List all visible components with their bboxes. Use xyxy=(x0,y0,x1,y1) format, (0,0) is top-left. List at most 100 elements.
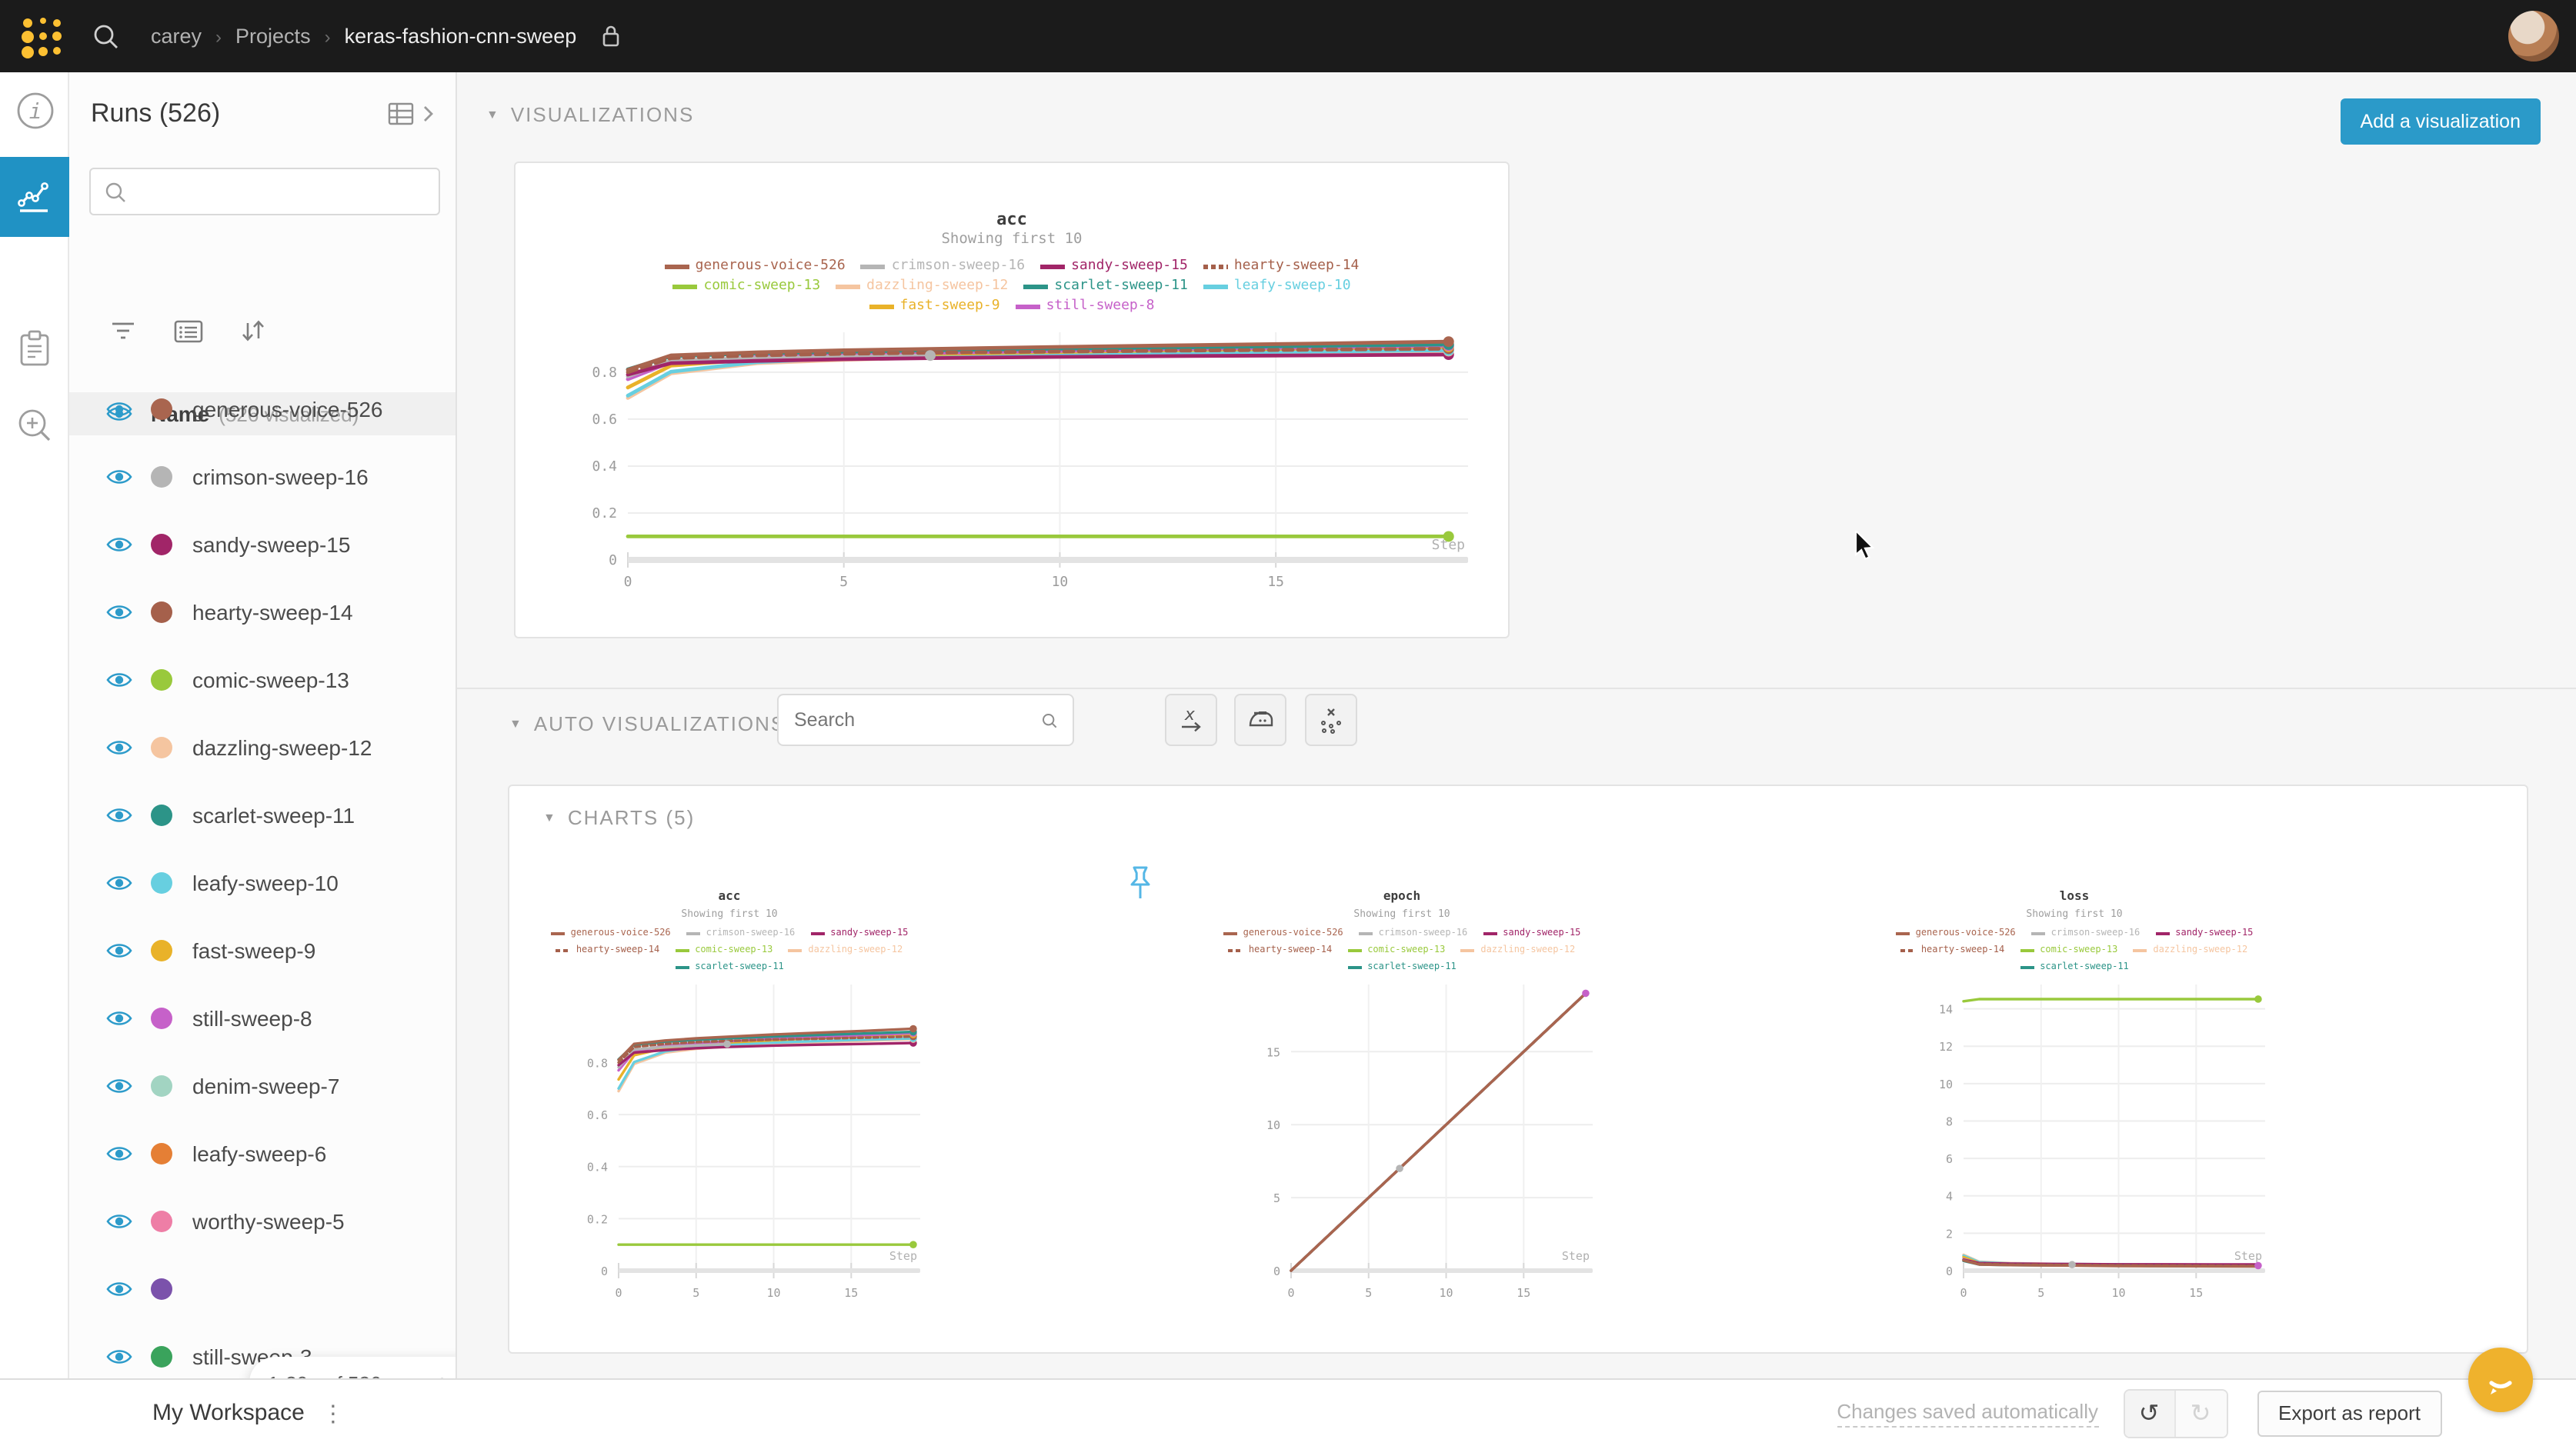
run-list-item[interactable]: fast-sweep-9 xyxy=(69,917,455,985)
runs-list-header[interactable]: Name (526 visualized) xyxy=(69,392,455,435)
chart-plot[interactable]: 0 0.2 0.4 0.6 0.8 0 5 10 15 Step xyxy=(529,978,929,1311)
legend-item[interactable]: sandy-sweep-15 xyxy=(2155,925,2253,941)
panel-search-input[interactable] xyxy=(794,709,1042,731)
runs-search-box[interactable] xyxy=(89,168,440,215)
runs-search-input[interactable] xyxy=(138,180,439,203)
run-list-item[interactable]: crimson-sweep-16 xyxy=(69,443,455,511)
chart-plot[interactable]: 0 0.2 0.4 0.6 0.8 0 5 10 15 Step xyxy=(519,320,1504,597)
pagination-prev-button[interactable]: ‹ xyxy=(436,1369,445,1378)
export-report-button[interactable]: Export as report xyxy=(2257,1390,2442,1436)
run-name[interactable]: leafy-sweep-6 xyxy=(192,1141,327,1166)
dropdown-caret-icon[interactable]: ▾ xyxy=(311,1374,318,1378)
run-name[interactable]: comic-sweep-13 xyxy=(192,668,349,692)
legend-item[interactable]: hearty-sweep-14 xyxy=(1203,257,1359,277)
eye-icon[interactable] xyxy=(106,400,132,418)
avatar[interactable] xyxy=(2508,11,2559,62)
rail-charts-tab-active[interactable] xyxy=(0,157,69,237)
eye-icon[interactable] xyxy=(106,1348,132,1366)
legend-item[interactable]: crimson-sweep-16 xyxy=(686,925,795,941)
add-visualization-button[interactable]: Add a visualization xyxy=(2340,98,2541,145)
redo-button[interactable]: ↻ xyxy=(2175,1390,2226,1436)
run-list-item[interactable]: scarlet-sweep-11 xyxy=(69,781,455,849)
outliers-button[interactable] xyxy=(1305,694,1357,746)
run-name[interactable]: scarlet-sweep-11 xyxy=(192,803,355,828)
wandb-logo-icon[interactable] xyxy=(18,10,71,62)
run-list-item[interactable]: denim-sweep-7 xyxy=(69,1052,455,1120)
run-list-item[interactable]: leafy-sweep-6 xyxy=(69,1120,455,1188)
group-list-icon[interactable] xyxy=(174,319,203,342)
legend-item[interactable]: dazzling-sweep-12 xyxy=(836,277,1008,297)
run-list-item[interactable]: leafy-sweep-10 xyxy=(69,849,455,917)
smoothing-button[interactable] xyxy=(1234,694,1286,746)
legend-item[interactable]: leafy-sweep-10 xyxy=(1203,277,1351,297)
run-list-item[interactable]: dazzling-sweep-12 xyxy=(69,714,455,781)
legend-item[interactable]: sandy-sweep-15 xyxy=(1483,925,1580,941)
run-name[interactable]: generous-voice-526 xyxy=(192,397,383,421)
run-list-item[interactable]: hearty-sweep-14 xyxy=(69,578,455,646)
legend-item[interactable]: comic-sweep-13 xyxy=(672,277,820,297)
eye-icon[interactable] xyxy=(106,671,132,689)
x-axis-settings-button[interactable]: x xyxy=(1165,694,1217,746)
filter-icon[interactable] xyxy=(109,320,137,342)
legend-item[interactable]: comic-sweep-13 xyxy=(1347,941,1445,958)
run-name[interactable]: fast-sweep-9 xyxy=(192,938,316,963)
legend-item[interactable]: hearty-sweep-14 xyxy=(1900,941,2004,958)
epoch-mini-chart-panel[interactable]: epoch Showing first 10 generous-voice-526 c… xyxy=(1197,860,1870,1311)
pagination-range[interactable]: 1-20 xyxy=(268,1371,308,1378)
legend-item[interactable]: generous-voice-526 xyxy=(550,925,671,941)
workspace-title[interactable]: My Workspace xyxy=(152,1400,305,1426)
eye-icon[interactable] xyxy=(106,1144,132,1163)
eye-icon[interactable] xyxy=(106,874,132,892)
run-name[interactable]: denim-sweep-7 xyxy=(192,1074,340,1098)
run-name[interactable]: crimson-sweep-16 xyxy=(192,465,369,489)
legend-item[interactable]: sandy-sweep-15 xyxy=(810,925,908,941)
acc-chart-panel[interactable]: acc Showing first 10 generous-voice-526 cri… xyxy=(514,162,1510,638)
loss-mini-chart-panel[interactable]: loss Showing first 10 generous-voice-526 cr… xyxy=(1870,860,2542,1311)
run-list-item[interactable]: worthy-sweep-5 xyxy=(69,1188,455,1255)
panel-search-box[interactable] xyxy=(777,694,1074,746)
undo-button[interactable]: ↺ xyxy=(2124,1390,2175,1436)
legend-item[interactable]: scarlet-sweep-11 xyxy=(2020,958,2129,975)
expand-table-chevron-icon[interactable] xyxy=(422,105,434,123)
legend-item[interactable]: hearty-sweep-14 xyxy=(1228,941,1332,958)
run-name[interactable]: sandy-sweep-15 xyxy=(192,532,351,557)
eye-icon[interactable] xyxy=(106,1077,132,1095)
eye-icon[interactable] xyxy=(106,1280,132,1298)
legend-item[interactable]: sandy-sweep-15 xyxy=(1040,257,1188,277)
run-list-item[interactable]: comic-sweep-13 xyxy=(69,646,455,714)
legend-item[interactable]: crimson-sweep-16 xyxy=(1358,925,1467,941)
legend-item[interactable]: still-sweep-8 xyxy=(1015,297,1154,317)
breadcrumb-user[interactable]: carey xyxy=(151,25,202,48)
legend-item[interactable]: comic-sweep-13 xyxy=(2020,941,2117,958)
legend-item[interactable]: scarlet-sweep-11 xyxy=(1347,958,1457,975)
legend-item[interactable]: generous-voice-526 xyxy=(664,257,846,277)
legend-item[interactable]: crimson-sweep-16 xyxy=(860,257,1025,277)
chart-plot[interactable]: 0 2 4 6 8 10 12 14 0 5 10 15 Step xyxy=(1874,978,2274,1311)
collapse-triangle-icon[interactable]: ▼ xyxy=(543,811,556,825)
rail-zoom-button[interactable] xyxy=(0,392,69,460)
run-list-item[interactable]: generous-voice-526 xyxy=(69,375,455,443)
run-name[interactable]: leafy-sweep-10 xyxy=(192,871,339,895)
pin-icon[interactable] xyxy=(1123,865,1157,908)
sort-icon[interactable] xyxy=(240,318,266,343)
legend-item[interactable]: scarlet-sweep-11 xyxy=(675,958,784,975)
rail-notes-button[interactable] xyxy=(0,315,69,383)
eye-icon[interactable] xyxy=(106,535,132,554)
run-list-item[interactable]: still-sweep-8 xyxy=(69,985,455,1052)
runs-table-icon[interactable] xyxy=(388,101,417,127)
run-list-item[interactable]: sandy-sweep-15 xyxy=(69,511,455,578)
collapse-triangle-icon[interactable]: ▼ xyxy=(509,717,522,731)
acc-mini-chart-panel[interactable]: acc Showing first 10 generous-voice-526 cri… xyxy=(525,860,1197,1311)
chart-plot[interactable]: 0 5 10 15 0 5 10 15 Step xyxy=(1202,978,1602,1311)
eye-icon[interactable] xyxy=(106,1212,132,1231)
run-list-item[interactable] xyxy=(69,1255,455,1323)
run-name[interactable]: worthy-sweep-5 xyxy=(192,1209,345,1234)
eye-icon[interactable] xyxy=(106,806,132,825)
run-name[interactable]: hearty-sweep-14 xyxy=(192,600,353,625)
eye-icon[interactable] xyxy=(106,738,132,757)
search-icon[interactable] xyxy=(92,22,120,50)
run-name[interactable]: still-sweep-8 xyxy=(192,1006,312,1031)
rail-info-button[interactable]: i xyxy=(0,77,69,145)
legend-item[interactable]: fast-sweep-9 xyxy=(869,297,1000,317)
run-name[interactable]: dazzling-sweep-12 xyxy=(192,735,372,760)
